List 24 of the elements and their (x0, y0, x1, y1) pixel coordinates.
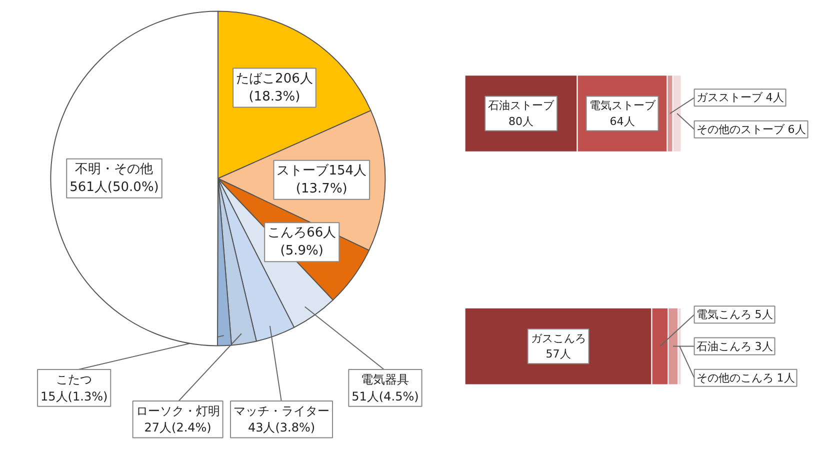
series-label: 電気ストーブ (589, 99, 656, 112)
text: 電気こんろ 5人 (696, 308, 773, 322)
slice-label: たばこ206人 (18.3%) (236, 71, 313, 104)
data-label: 57人 (546, 348, 571, 361)
data-label: 51人(4.5%) (352, 389, 419, 404)
data-label: 15人(1.3%) (40, 389, 108, 404)
text: その他のこんろ 1人 (696, 371, 795, 384)
slice-label: ストーブ154人 (13.7%) (276, 163, 367, 196)
data-label: 43人(3.8%) (248, 420, 316, 435)
slice-label: マッチ・ライター (234, 404, 330, 418)
data-label: 27人(2.4%) (144, 420, 212, 435)
data-label: 64人 (610, 114, 635, 128)
slice-label: こたつ (56, 372, 92, 387)
slice-label: 不明・その他 (75, 162, 154, 177)
slice-label: ローソク・灯明 (136, 404, 220, 418)
data-label: 80人 (508, 114, 534, 128)
text: ガスストーブ 4人 (696, 91, 784, 104)
series-label: ガスこんろ (530, 332, 586, 345)
text: その他のストーブ 6人 (696, 122, 806, 136)
data-label: 561人(50.0%) (70, 180, 159, 195)
slice-label: 電気器具 (361, 372, 410, 387)
text: 石油こんろ 3人 (696, 340, 773, 353)
slice-label: こんろ66人 (5.9%) (268, 226, 336, 259)
series-label: 石油ストーブ (488, 99, 556, 112)
